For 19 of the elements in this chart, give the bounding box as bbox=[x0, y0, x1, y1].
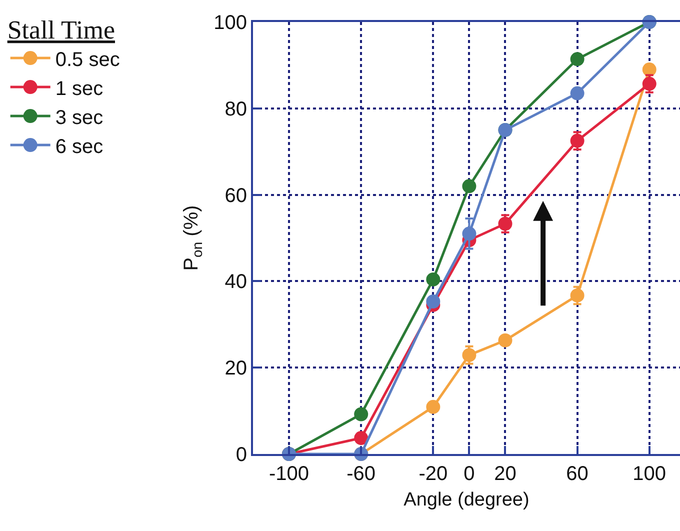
x-tick-label: 60 bbox=[566, 463, 588, 485]
y-tick-label: 60 bbox=[224, 184, 247, 207]
x-tick-label: 0 bbox=[464, 463, 475, 485]
y-tick-label: 40 bbox=[224, 271, 247, 294]
legend-label: 0.5 sec bbox=[55, 48, 120, 71]
y-tick-label: 80 bbox=[224, 98, 247, 120]
x-tick-label: -60 bbox=[346, 463, 376, 485]
x-tick-label: -100 bbox=[269, 463, 310, 485]
x-tick-label: 100 bbox=[632, 463, 666, 485]
y-tick-label: 100 bbox=[214, 12, 247, 34]
legend-title: Stall Time bbox=[7, 16, 115, 45]
x-axis-title: Angle (degree) bbox=[404, 489, 530, 510]
x-tick-label: -20 bbox=[418, 463, 448, 485]
legend-label: 1 sec bbox=[55, 78, 104, 100]
x-tick-label: 20 bbox=[494, 463, 516, 485]
legend-label: 6 sec bbox=[55, 136, 104, 158]
y-tick-label: 20 bbox=[224, 358, 247, 380]
legend-label: 3 sec bbox=[55, 106, 104, 129]
y-tick-label: 0 bbox=[236, 444, 247, 466]
